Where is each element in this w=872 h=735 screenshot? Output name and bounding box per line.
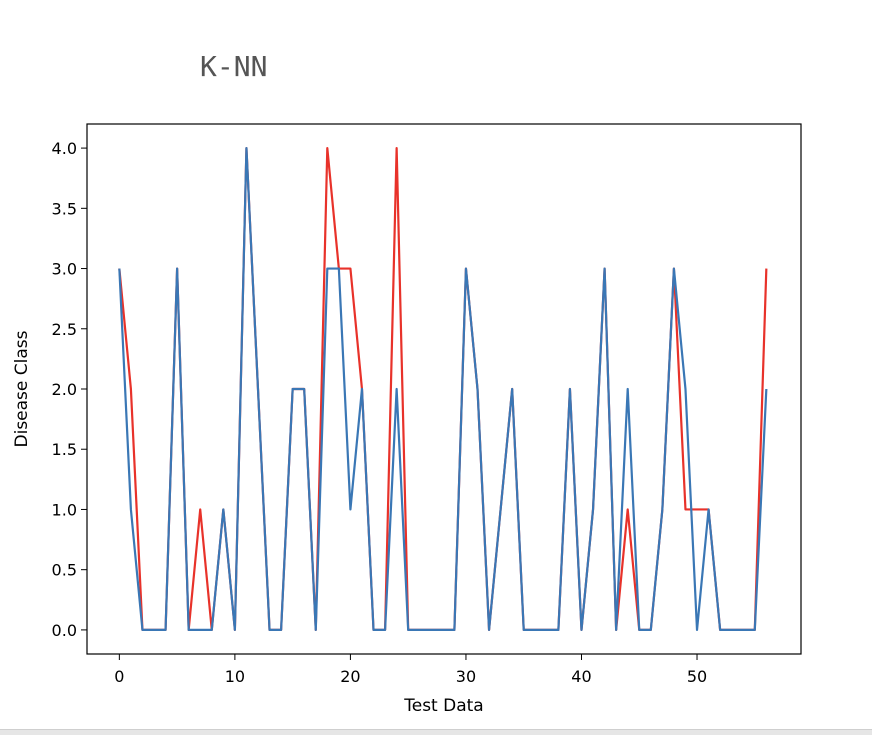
y-tick-label: 3.0 xyxy=(52,260,77,279)
x-axis-label: Test Data xyxy=(403,696,483,716)
y-tick-label: 4.0 xyxy=(52,139,77,158)
x-tick-label: 10 xyxy=(225,667,245,686)
y-tick-label: 3.5 xyxy=(52,199,77,218)
ticks-group: 0.0 0.5 1.0 1.5 2.0 2.5 3.0 3.5 4.0 0 10 20 30 40 50 xyxy=(52,139,708,686)
x-tick-label: 20 xyxy=(340,667,360,686)
y-tick-label: 1.5 xyxy=(52,440,77,459)
chart-title: K-NN xyxy=(200,50,268,83)
series-line-1 xyxy=(118,146,768,632)
y-axis-label-group: Disease Class xyxy=(12,330,32,447)
footer-divider xyxy=(0,729,872,735)
y-tick-label: 2.5 xyxy=(52,320,77,339)
x-tick-label: 40 xyxy=(571,667,591,686)
y-tick-label: 0.5 xyxy=(52,561,77,580)
x-tick-label: 0 xyxy=(114,667,124,686)
y-tick-label: 2.0 xyxy=(52,380,77,399)
y-axis-label: Disease Class xyxy=(12,330,32,447)
plot-frame xyxy=(86,123,802,655)
y-tick-label: 1.0 xyxy=(52,500,77,519)
x-tick-label: 30 xyxy=(456,667,476,686)
x-tick-label: 50 xyxy=(687,667,707,686)
x-axis-label-group: Test Data xyxy=(403,696,483,716)
y-tick-label: 0.0 xyxy=(52,621,77,640)
series-group xyxy=(118,146,768,632)
series-line-2 xyxy=(118,146,768,632)
